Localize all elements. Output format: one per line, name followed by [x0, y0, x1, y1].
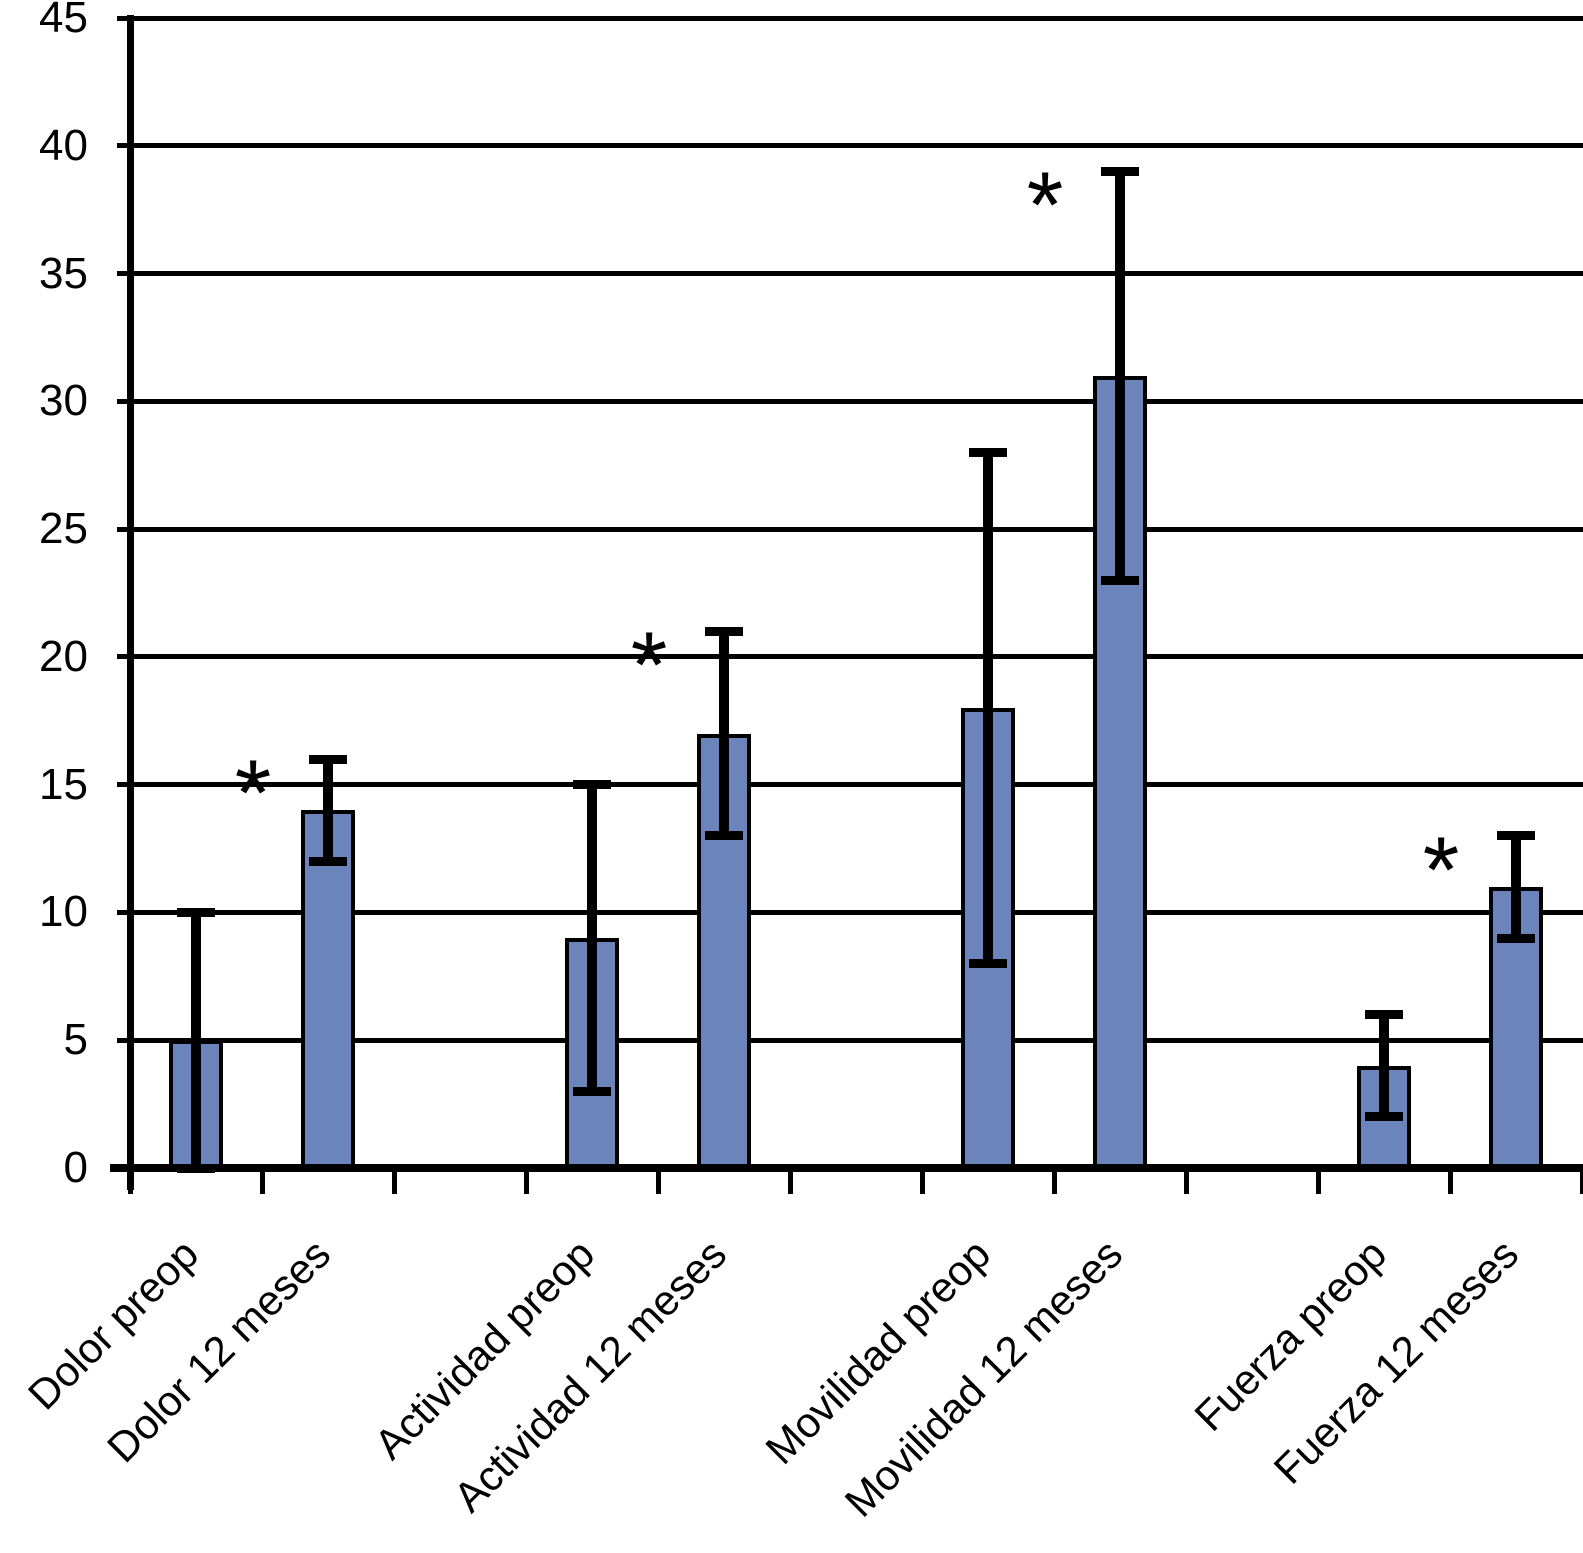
y-axis-tick-label-0: 0 [63, 1143, 88, 1192]
error-bar-cap-top [309, 755, 347, 764]
gridline-10 [117, 910, 1583, 915]
error-bar-cap-bottom [969, 959, 1007, 968]
x-axis-tick [656, 1164, 661, 1194]
x-axis-tick [260, 1164, 265, 1194]
error-bar-cap-bottom [573, 1087, 611, 1096]
significance-asterisk: * [234, 740, 272, 845]
error-bar-cap-bottom [309, 857, 347, 866]
y-axis-tick-label-20: 20 [39, 632, 88, 681]
error-bar-cap-bottom [1365, 1112, 1403, 1121]
y-axis-tick-label-15: 15 [39, 760, 88, 809]
y-axis-tick-label-45: 45 [39, 0, 88, 42]
y-axis-tick-label-25: 25 [39, 504, 88, 553]
x-axis-tick [1580, 1164, 1583, 1194]
x-axis-tick [128, 1164, 133, 1194]
x-axis-tick [1184, 1164, 1189, 1194]
error-bar-cap-bottom [705, 831, 743, 840]
bar-dolor-12-meses [301, 810, 355, 1168]
significance-asterisk: * [1422, 817, 1460, 922]
error-bar-cap-bottom [1101, 576, 1139, 585]
y-axis-tick-label-35: 35 [39, 249, 88, 298]
error-bar-cap-top [177, 908, 215, 917]
gridline-35 [117, 271, 1583, 276]
error-bar-cap-bottom [177, 1164, 215, 1173]
error-bar-stem [1379, 1015, 1389, 1117]
error-bar-cap-top [969, 448, 1007, 457]
y-axis-tick-label-10: 10 [39, 887, 88, 936]
gridline-5 [117, 1038, 1583, 1043]
error-bar-cap-top [1101, 167, 1139, 176]
gridline-25 [117, 527, 1583, 532]
x-axis-tick [1052, 1164, 1057, 1194]
error-bar-cap-top [1365, 1010, 1403, 1019]
y-axis-line [127, 15, 134, 1190]
error-bar-stem [323, 759, 333, 861]
gridline-45 [117, 16, 1583, 21]
gridline-20 [117, 654, 1583, 659]
x-axis-tick [788, 1164, 793, 1194]
error-bar-cap-top [1497, 831, 1535, 840]
x-axis-tick [1448, 1164, 1453, 1194]
x-axis-tick [920, 1164, 925, 1194]
significance-asterisk: * [630, 612, 668, 717]
gridline-30 [117, 399, 1583, 404]
significance-asterisk: * [1026, 152, 1064, 257]
error-bar-stem [719, 631, 729, 835]
gridline-15 [117, 782, 1583, 787]
y-axis-tick-label-40: 40 [39, 121, 88, 170]
x-axis-tick [1316, 1164, 1321, 1194]
y-axis-tick-label-30: 30 [39, 376, 88, 425]
x-axis-tick [392, 1164, 397, 1194]
x-axis-tick [524, 1164, 529, 1194]
error-bar-stem [1115, 171, 1125, 580]
error-bar-stem [191, 912, 201, 1168]
error-bar-stem [1511, 836, 1521, 938]
x-axis-baseline [110, 1164, 1583, 1172]
error-bar-stem [587, 785, 597, 1092]
error-bar-cap-top [705, 627, 743, 636]
gridline-40 [117, 143, 1583, 148]
error-bar-cap-top [573, 780, 611, 789]
error-bar-cap-bottom [1497, 934, 1535, 943]
y-axis-tick-label-5: 5 [63, 1015, 88, 1064]
error-bar-stem [983, 452, 993, 963]
